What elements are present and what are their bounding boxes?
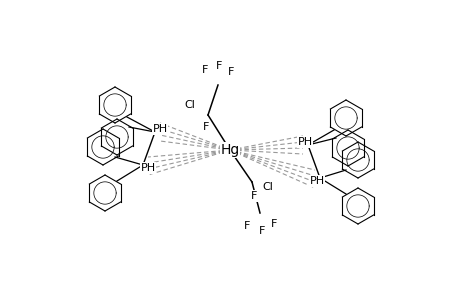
Text: F: F [202, 65, 208, 75]
Text: F: F [258, 226, 264, 236]
Text: PH: PH [309, 176, 324, 186]
Text: F: F [270, 219, 277, 229]
Text: PH: PH [140, 163, 155, 173]
Text: PH: PH [152, 124, 167, 134]
Text: Cl: Cl [184, 100, 195, 110]
Text: Hg: Hg [220, 143, 239, 157]
Text: F: F [215, 61, 222, 71]
Text: F: F [250, 191, 257, 201]
Text: F: F [202, 122, 209, 132]
Text: Cl: Cl [262, 182, 273, 192]
Text: PH: PH [297, 137, 312, 147]
Text: F: F [243, 221, 250, 231]
Text: F: F [227, 67, 234, 77]
